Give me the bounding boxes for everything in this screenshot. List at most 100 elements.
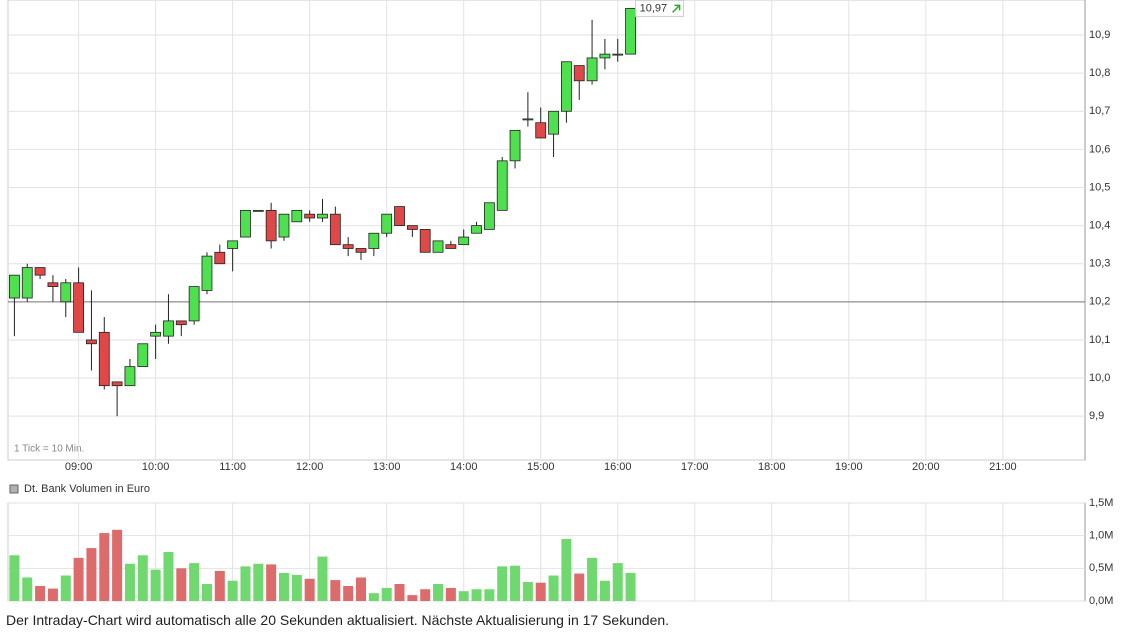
- volume-bar: [433, 584, 444, 601]
- volume-bar: [227, 580, 238, 601]
- candle-body: [265, 209, 277, 242]
- candle-body: [278, 213, 290, 238]
- candle-body: [240, 209, 251, 238]
- candle-body: [98, 331, 110, 387]
- x-tick-label: 20:00: [912, 461, 940, 473]
- x-tick-label: 13:00: [373, 461, 401, 473]
- volume-bar: [574, 573, 585, 601]
- volume-bar: [330, 580, 341, 601]
- volume-bar: [407, 595, 418, 601]
- candle-body: [304, 213, 316, 219]
- volume-bar: [561, 538, 572, 601]
- volume-bar: [150, 569, 161, 601]
- candle-body: [560, 61, 572, 112]
- candle-body: [291, 209, 303, 223]
- last-price-arrow: [672, 4, 681, 13]
- volume-bar: [368, 593, 379, 601]
- candle-body: [355, 248, 367, 253]
- candle-body: [175, 320, 187, 326]
- x-tick-label: 10:00: [142, 461, 170, 473]
- volume-bar: [599, 580, 610, 601]
- volume-bar: [484, 589, 495, 601]
- candle-body: [445, 244, 457, 249]
- legend-label: Dt. Bank Volumen in Euro: [24, 483, 150, 495]
- y-tick-label: 9,9: [1089, 410, 1104, 422]
- volume-bar: [497, 566, 508, 601]
- y-tick-label: 10,4: [1089, 220, 1110, 232]
- candle-body: [368, 232, 380, 249]
- volume-bar: [625, 572, 636, 601]
- volume-bar: [35, 585, 46, 601]
- volume-bar: [420, 589, 431, 601]
- candle-body: [406, 225, 418, 230]
- x-tick-label: 15:00: [527, 461, 555, 473]
- candle-body: [137, 343, 149, 368]
- x-tick-label: 18:00: [758, 461, 786, 473]
- candle-body: [252, 209, 264, 212]
- y-tick-label: 10,1: [1089, 334, 1110, 346]
- chart: 1 Tick = 10 Min. Dt. Bank Volumen in Eur…: [7, 0, 1113, 607]
- candle-body: [471, 225, 482, 234]
- volume-bar: [189, 563, 200, 601]
- candle-body: [201, 255, 213, 291]
- volume-bar: [112, 529, 123, 601]
- candle-body: [73, 282, 85, 333]
- volume-bar: [86, 548, 97, 601]
- volume-bar: [587, 557, 598, 601]
- volume-bar: [99, 533, 110, 601]
- volume-bar: [471, 589, 482, 601]
- last-price-box: [635, 0, 685, 17]
- y-tick-label: 10,8: [1089, 67, 1110, 79]
- volume-bar: [22, 577, 33, 601]
- y-tick-label: 0,0M: [1089, 595, 1113, 607]
- candle-body: [625, 7, 636, 55]
- volume-bar: [124, 563, 135, 601]
- candle-body: [317, 213, 328, 219]
- volume-bar: [381, 587, 392, 601]
- candle-body: [47, 282, 59, 287]
- y-tick-label: 0,5M: [1089, 562, 1113, 574]
- volume-bar: [343, 585, 354, 601]
- volume-bar: [266, 564, 277, 601]
- volume-bar: [445, 587, 456, 601]
- candle-body: [394, 206, 405, 227]
- x-tick-label: 09:00: [65, 461, 93, 473]
- y-tick-label: 10,0: [1089, 372, 1110, 384]
- volume-bar: [278, 572, 289, 601]
- volume-bar: [510, 565, 521, 601]
- x-tick-label: 21:00: [989, 461, 1017, 473]
- volume-bar: [47, 588, 58, 601]
- plot-frame: [7, 0, 1086, 461]
- volume-bar: [458, 591, 469, 601]
- volume-bar: [291, 574, 302, 601]
- volume-bar: [356, 577, 367, 601]
- volume-bar: [535, 582, 546, 601]
- volume-bar: [201, 584, 212, 601]
- candle-body: [342, 244, 354, 249]
- y-tick-label: 10,5: [1089, 181, 1110, 193]
- footer: Der Intraday-Chart wird automatisch alle…: [6, 612, 670, 628]
- candle-body: [483, 202, 495, 230]
- candle-body: [111, 381, 123, 387]
- candle-body: [599, 53, 611, 59]
- candle-body: [227, 240, 239, 249]
- legend-swatch: [9, 484, 19, 494]
- volume-bar: [304, 578, 315, 601]
- candle-body: [522, 118, 534, 121]
- candle-body: [188, 286, 200, 322]
- candle-body: [34, 267, 46, 276]
- x-tick-label: 11:00: [219, 461, 246, 473]
- volume-bar: [163, 552, 174, 601]
- volume-bar: [9, 555, 20, 601]
- candle-body: [214, 251, 226, 265]
- candle-body: [124, 366, 136, 387]
- volume-bar: [137, 555, 148, 601]
- volume-bar: [253, 563, 264, 601]
- volume-bar: [60, 575, 71, 601]
- candle-body: [432, 240, 444, 253]
- y-tick-label: 10,3: [1089, 258, 1110, 270]
- y-tick-label: 10,9: [1089, 29, 1110, 41]
- candle-body: [9, 274, 20, 299]
- candle-body: [573, 65, 585, 82]
- volume-bar: [548, 575, 559, 601]
